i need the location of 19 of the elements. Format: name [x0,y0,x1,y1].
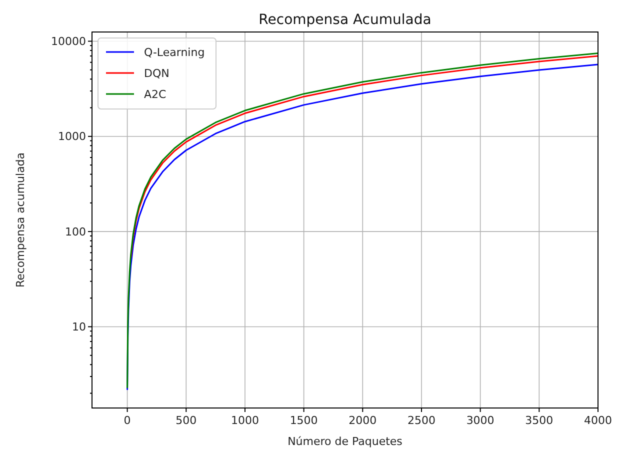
y-tick-label: 10 [72,320,86,334]
x-tick-label: 1500 [290,414,318,427]
x-tick-label: 2000 [348,414,377,427]
y-tick-label: 10000 [51,35,86,48]
x-tick-label: 0 [124,414,131,427]
legend-label: DQN [144,66,170,80]
y-tick-label: 1000 [58,130,86,144]
legend-label: A2C [144,88,167,101]
legend-label: Q-Learning [144,46,205,59]
x-tick-label: 3500 [525,414,554,427]
y-tick-label: 100 [65,225,86,238]
x-axis-title: Número de Paquetes [288,435,403,448]
x-tick-label: 1000 [230,414,259,427]
x-tick-label: 3000 [466,414,494,427]
x-tick-label: 500 [176,414,197,427]
x-tick-label: 2500 [407,414,436,427]
y-axis-title: Recompensa acumulada [14,152,27,288]
x-tick-label: 4000 [584,414,612,427]
chart-title: Recompensa Acumulada [258,12,432,28]
